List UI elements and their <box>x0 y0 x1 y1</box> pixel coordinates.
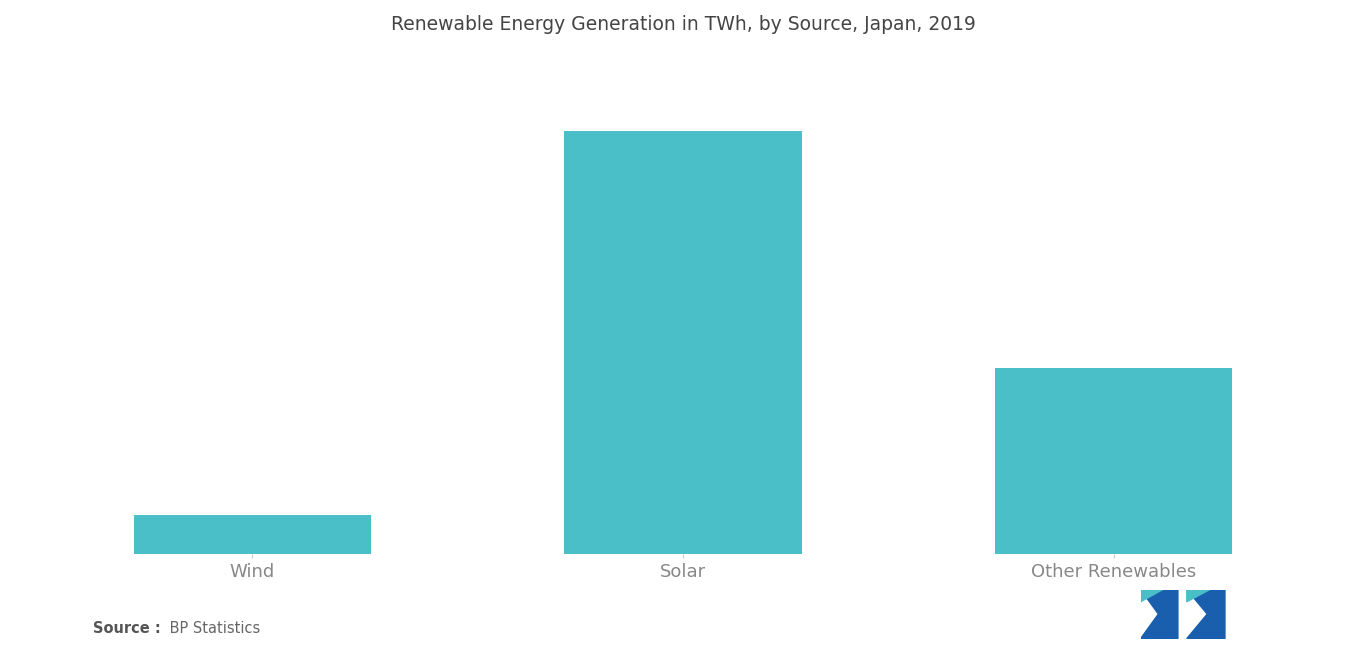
Title: Renewable Energy Generation in TWh, by Source, Japan, 2019: Renewable Energy Generation in TWh, by S… <box>391 15 975 34</box>
Polygon shape <box>1141 590 1177 639</box>
Text: BP Statistics: BP Statistics <box>165 622 261 636</box>
Bar <box>996 368 1232 554</box>
Text: Source :: Source : <box>93 622 161 636</box>
Bar <box>564 131 802 554</box>
Polygon shape <box>1141 590 1162 602</box>
Bar <box>134 515 370 554</box>
Polygon shape <box>1187 590 1225 639</box>
Polygon shape <box>1187 590 1210 602</box>
